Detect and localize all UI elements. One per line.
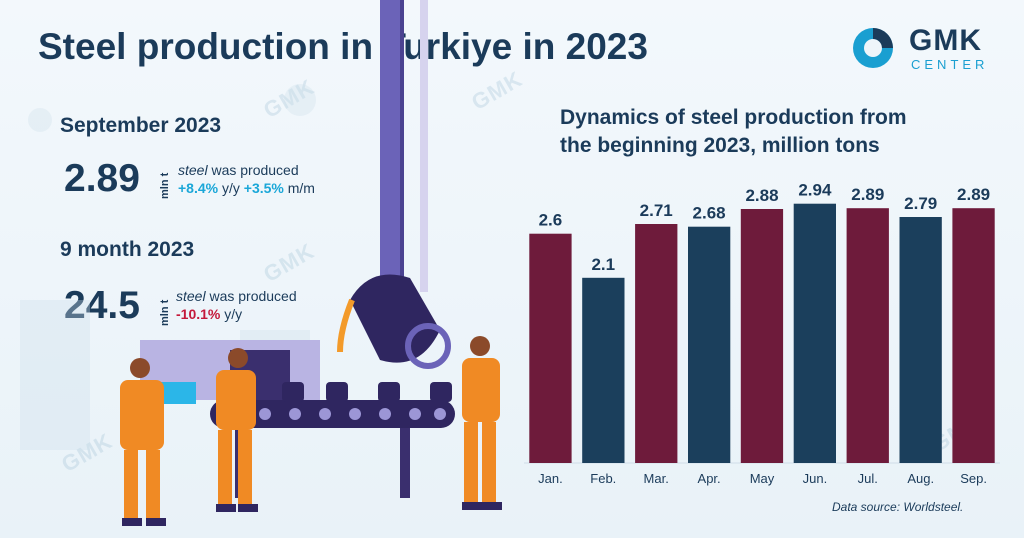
x-tick-label-1: Feb. xyxy=(590,471,616,486)
bar-6 xyxy=(846,208,889,463)
september-value: 2.89 xyxy=(64,157,140,200)
bar-0 xyxy=(529,233,572,463)
yy-label: y/y xyxy=(218,180,244,196)
bar-1 xyxy=(582,277,625,463)
gmk-logo-icon xyxy=(853,28,893,68)
september-description: steel was produced xyxy=(178,162,299,178)
data-label-5: 2.94 xyxy=(798,181,832,200)
mm-label: m/m xyxy=(283,180,315,196)
x-tick-label-0: Jan. xyxy=(538,471,563,486)
bar-5 xyxy=(793,203,836,463)
desc-word: steel xyxy=(176,288,206,304)
x-tick-label-4: May xyxy=(750,471,775,486)
desc-rest: was produced xyxy=(205,288,297,304)
desc-word: steel xyxy=(178,162,208,178)
chart-title: Dynamics of steel production from the be… xyxy=(560,104,907,160)
nine-month-heading: 9 month 2023 xyxy=(60,238,195,261)
logo-subtext: CENTER xyxy=(911,57,989,72)
data-label-2: 2.71 xyxy=(640,201,673,220)
yy-label: y/y xyxy=(220,306,243,322)
x-tick-label-5: Jun. xyxy=(803,471,828,486)
chart-title-line2: the beginning 2023, million tons xyxy=(560,134,880,157)
data-label-6: 2.89 xyxy=(851,185,884,204)
x-tick-label-6: Jul. xyxy=(858,471,878,486)
page-title: Steel production in Turkiye in 2023 xyxy=(38,26,648,67)
chart-title-line1: Dynamics of steel production from xyxy=(560,106,907,129)
bar-4 xyxy=(740,209,784,463)
data-source: Data source: Worldsteel. xyxy=(832,500,964,514)
x-tick-label-2: Mar. xyxy=(644,471,669,486)
mm-change: +3.5% xyxy=(243,180,284,196)
bar-3 xyxy=(688,226,731,463)
x-tick-label-3: Apr. xyxy=(698,471,721,486)
nine-month-value: 24.5 xyxy=(64,284,140,327)
bar-7 xyxy=(899,217,942,463)
gmk-logo: GMK CENTER xyxy=(851,24,1001,74)
x-tick-label-7: Aug. xyxy=(907,471,934,486)
logo-text: GMK xyxy=(909,24,982,57)
data-label-8: 2.89 xyxy=(957,185,990,204)
data-label-1: 2.1 xyxy=(591,255,615,274)
data-label-3: 2.68 xyxy=(693,204,726,223)
data-label-4: 2.88 xyxy=(745,186,778,205)
bar-2 xyxy=(635,224,678,463)
nine-month-changes: -10.1% y/y xyxy=(176,306,242,322)
desc-rest: was produced xyxy=(207,162,299,178)
data-label-0: 2.6 xyxy=(539,211,563,230)
nine-month-description: steel was produced xyxy=(176,288,297,304)
yy-change: -10.1% xyxy=(176,306,221,322)
bar-8 xyxy=(952,208,995,463)
data-label-7: 2.79 xyxy=(904,194,937,213)
september-changes: +8.4% y/y +3.5% m/m xyxy=(178,180,315,196)
yy-change: +8.4% xyxy=(178,180,219,196)
x-tick-label-8: Sep. xyxy=(960,471,987,486)
september-heading: September 2023 xyxy=(60,114,222,137)
